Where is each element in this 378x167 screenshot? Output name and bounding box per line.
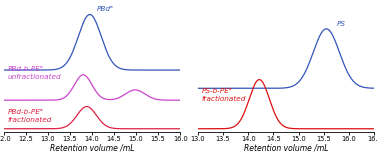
X-axis label: Retention volume /mL: Retention volume /mL [50, 143, 134, 152]
Text: PBd-b-PEᵃ
unfractionated: PBd-b-PEᵃ unfractionated [7, 66, 61, 80]
Text: PBdᵃ: PBdᵃ [97, 6, 114, 12]
X-axis label: Retention volume /mL: Retention volume /mL [244, 143, 328, 152]
Text: PBd-b-PEᵃ
fractionated: PBd-b-PEᵃ fractionated [7, 109, 52, 123]
Text: PS-b-PEᵃ
fractionated: PS-b-PEᵃ fractionated [202, 89, 246, 102]
Text: PS: PS [337, 21, 346, 27]
